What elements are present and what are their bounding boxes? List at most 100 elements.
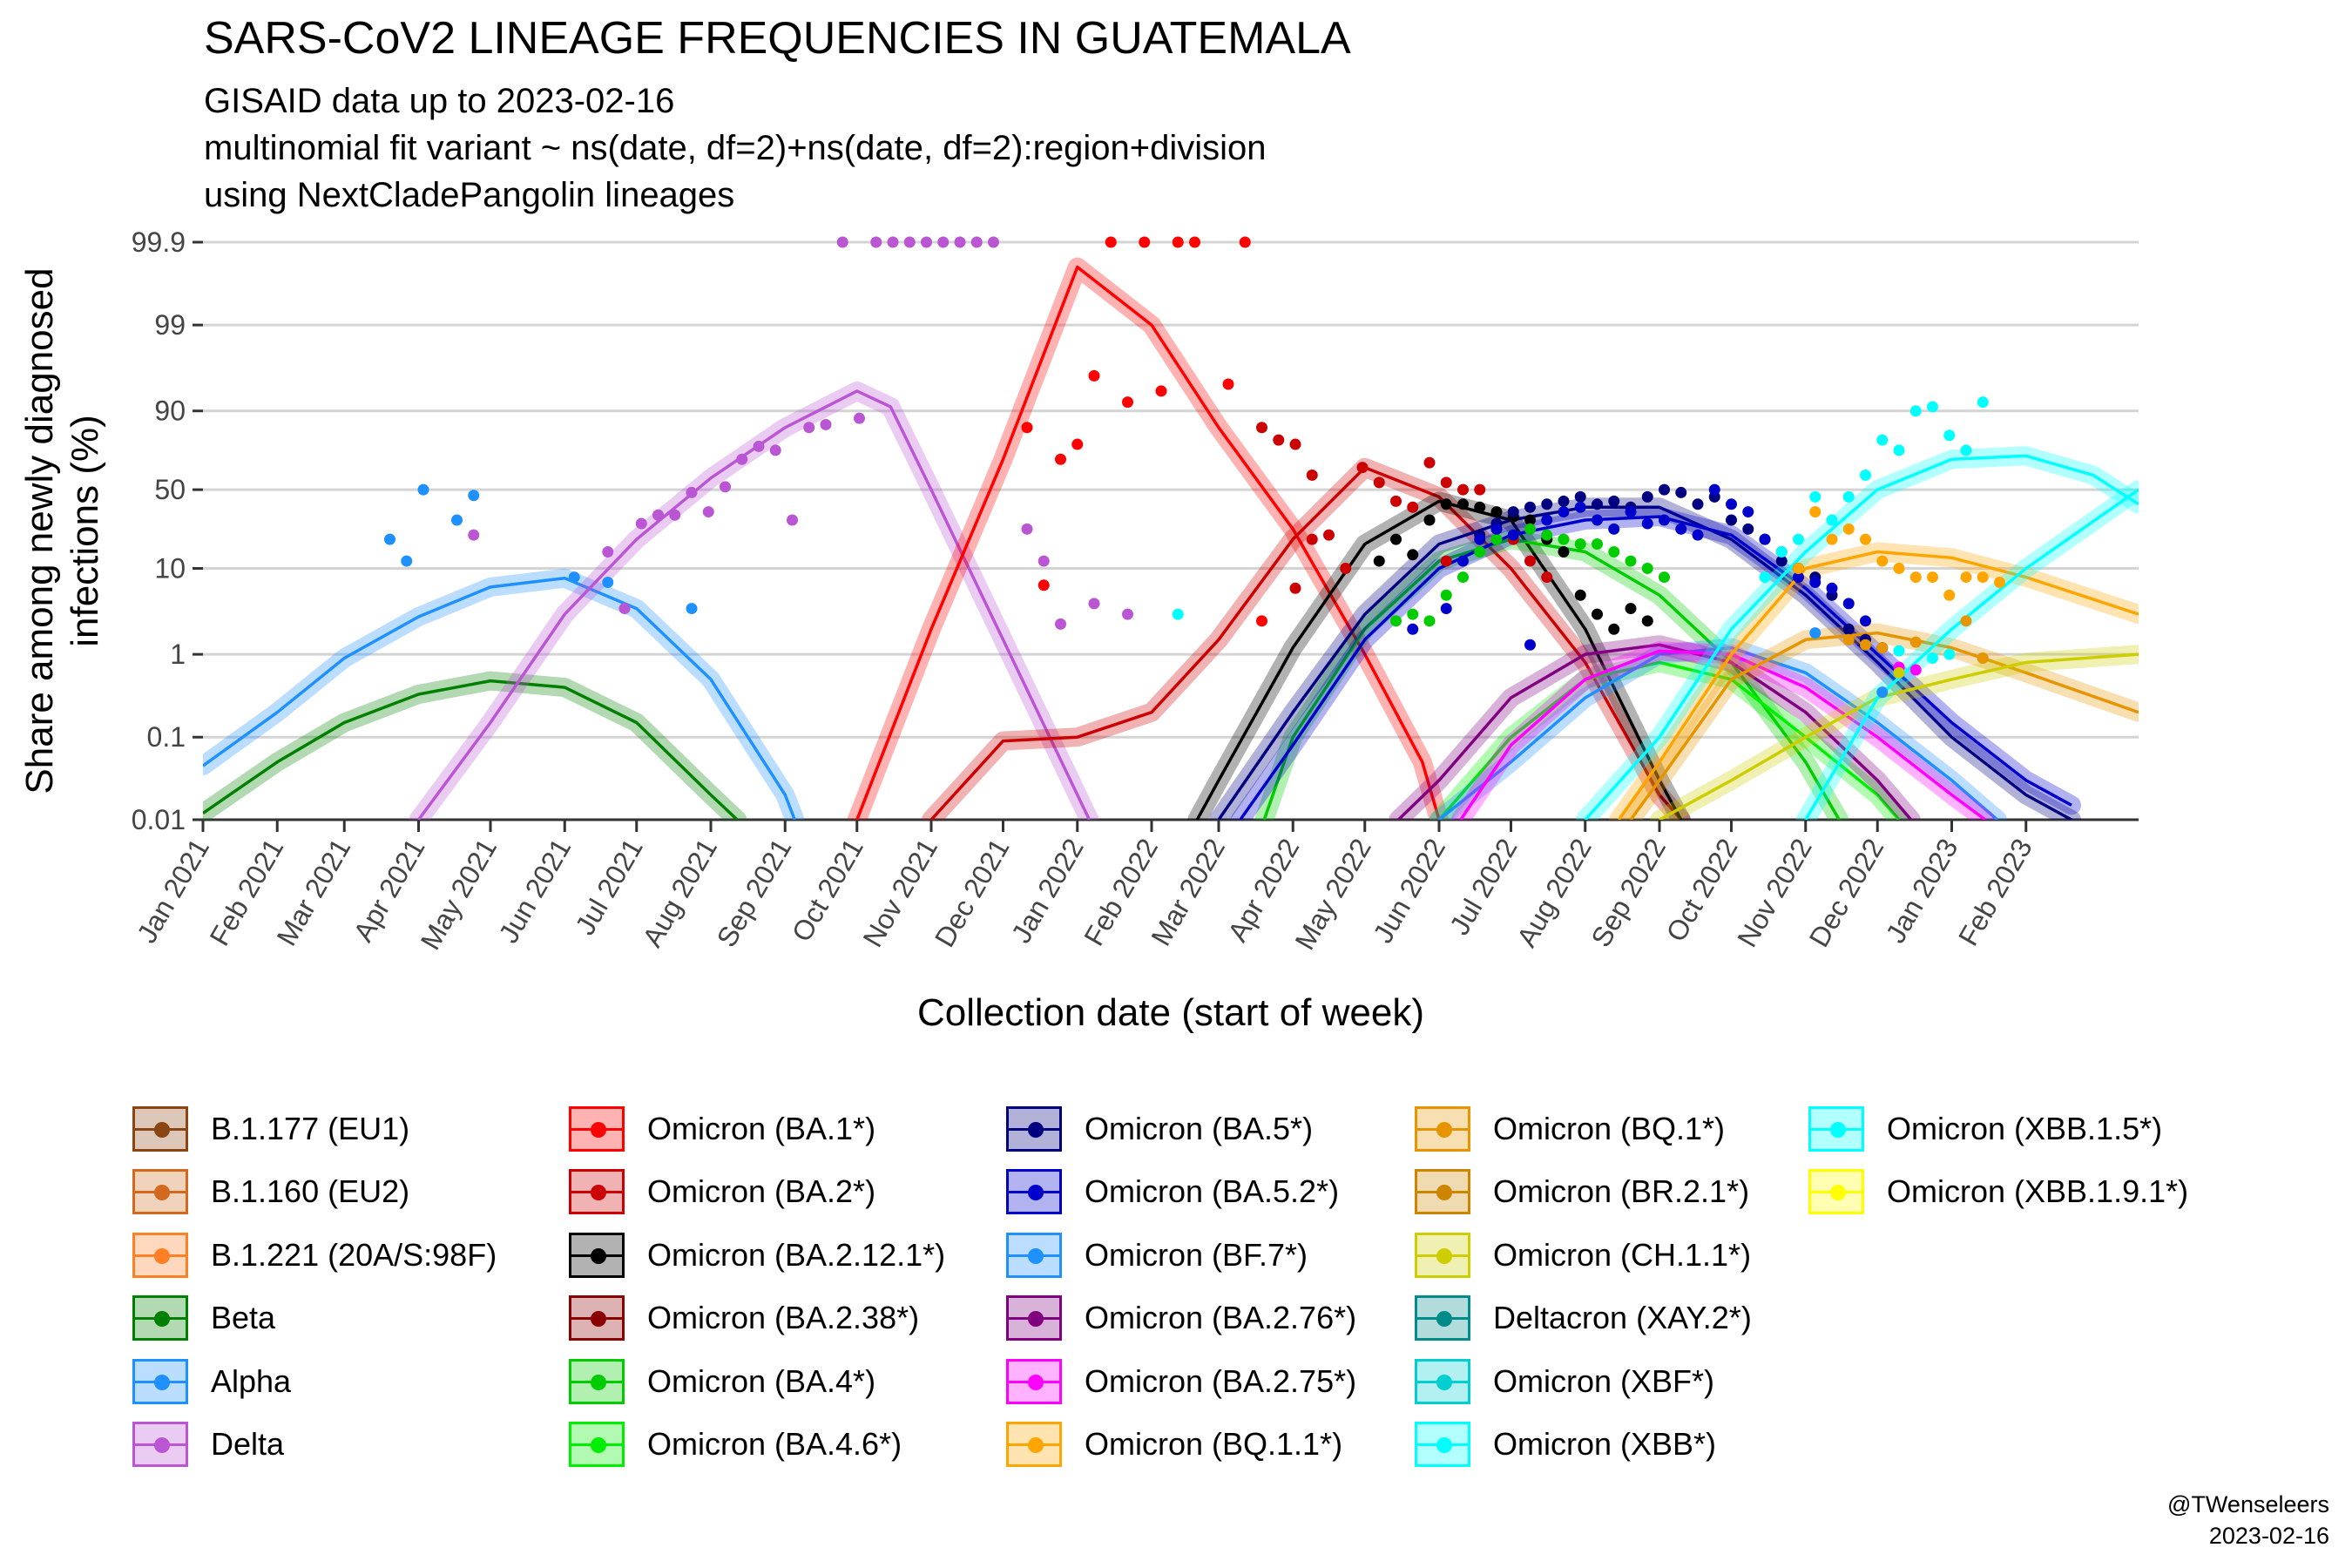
fit-line-omicron-ba-4 (1262, 537, 1841, 820)
data-point-omicron-ba-5 (1775, 555, 1788, 567)
data-point-delta (1021, 523, 1033, 535)
legend-key (1006, 1295, 1062, 1342)
data-point-omicron-xbb (1809, 490, 1821, 503)
legend-key-line (1009, 1380, 1059, 1383)
data-point-omicron-xbb (1759, 571, 1771, 584)
data-point-delta (787, 514, 798, 526)
legend-key-line (1811, 1128, 1862, 1131)
legend-label: Omicron (BQ.1*) (1493, 1111, 1726, 1146)
data-point-omicron-bf-7 (1809, 627, 1821, 639)
data-point-omicron-ba-5-2 (1809, 577, 1821, 589)
legend-label: Omicron (CH.1.1*) (1493, 1236, 1752, 1273)
legend-key-line (571, 1317, 622, 1321)
data-point-alpha (468, 490, 480, 502)
fit-line-delta (417, 389, 1092, 820)
data-point-omicron-ba-5-2 (1507, 529, 1519, 541)
data-point-omicron-ba-2-12-1 (1574, 589, 1586, 601)
data-point-omicron-ba-2-12-1 (1641, 615, 1653, 627)
legend-key (132, 1106, 188, 1152)
data-point-omicron-ba-1 (1071, 438, 1084, 450)
data-point-omicron-bq-1-1 (1809, 506, 1821, 518)
legend-key-line (1417, 1380, 1468, 1383)
data-point-omicron-ba-5-2 (1541, 514, 1553, 526)
legend-key-dot (154, 1247, 170, 1264)
data-point-omicron-ba-2 (1289, 438, 1301, 450)
legend-key (569, 1169, 625, 1215)
legend-key-line (135, 1317, 186, 1321)
y-tick-label: 0.01 (132, 804, 186, 835)
x-tick-label: Aug 2021 (636, 834, 723, 953)
legend-key-line (135, 1380, 186, 1383)
legend-label: B.1.221 (20A/S:98F) (211, 1236, 497, 1273)
legend-label: B.1.160 (EU2) (211, 1173, 410, 1210)
legend-item: Omicron (BQ.1.1*) (1006, 1419, 1342, 1470)
legend-key-dot (154, 1437, 170, 1453)
legend-key-dot (591, 1185, 606, 1201)
data-point-omicron-ba-4 (1625, 555, 1637, 567)
legend-key-line (1009, 1128, 1059, 1131)
fit-line-omicron-ba-4-6 (1437, 660, 1901, 820)
data-point-omicron-ba-1 (1088, 369, 1100, 382)
data-point-omicron-ba-4 (1659, 571, 1670, 584)
legend-item: Deltacron (XAY.2*) (1415, 1293, 1752, 1343)
data-point-omicron-xbb (1860, 469, 1871, 481)
chart-subtitle-2: multinomial fit variant ~ ns(date, df=2)… (204, 129, 1267, 167)
data-point-omicron-xbb-1-5 (1927, 652, 1938, 665)
legend-item: Omicron (BF.7*) (1006, 1230, 1308, 1281)
legend-item: Omicron (BA.5*) (1006, 1104, 1313, 1154)
legend-item: Omicron (BQ.1*) (1415, 1104, 1725, 1154)
legend-item: Beta (132, 1293, 275, 1343)
legend-key-line (135, 1443, 186, 1446)
data-point-omicron-ba-5-2 (1524, 639, 1536, 651)
legend-label: Beta (211, 1300, 276, 1336)
credit-date: 2023-02-16 (2208, 1523, 2329, 1549)
data-point-omicron-xbb (1842, 490, 1855, 503)
data-point-omicron-ba-2 (1440, 555, 1452, 567)
x-tick-label: Sep 2021 (711, 834, 798, 953)
fit-line-alpha (203, 576, 796, 820)
legend-key-dot (591, 1311, 606, 1328)
legend-key-line (135, 1128, 186, 1131)
data-point-omicron-ba-2 (1440, 476, 1452, 489)
data-point-omicron-ba-5 (1558, 495, 1570, 507)
data-point-omicron-ba-1 (1139, 236, 1151, 248)
data-point-omicron-ch-1-1 (1893, 666, 1905, 679)
data-point-omicron-ba-4 (1390, 615, 1402, 627)
data-point-omicron-xbb (1977, 396, 1989, 409)
data-point-delta (854, 412, 865, 424)
legend-label: Deltacron (XAY.2*) (1493, 1300, 1752, 1336)
legend-key (1006, 1232, 1062, 1278)
data-point-delta (669, 509, 681, 521)
fit-line-omicron-ba-1 (855, 265, 1441, 820)
chart-subtitle-3: using NextCladePangolin lineages (204, 176, 735, 214)
x-tick-label: Feb 2023 (1952, 834, 2038, 951)
legend-key-line (571, 1128, 622, 1131)
legend-key-line (1417, 1443, 1468, 1446)
legend-key (1415, 1422, 1470, 1467)
data-point-omicron-xbb (1893, 444, 1905, 456)
data-point-omicron-ba-2 (1457, 483, 1469, 496)
legend-label: Alpha (211, 1362, 292, 1399)
data-point-omicron-ba-4 (1407, 608, 1419, 620)
data-point-delta (820, 418, 832, 430)
data-point-omicron-xbb (1826, 514, 1838, 526)
data-point-omicron-ba-5 (1541, 498, 1553, 510)
data-point-omicron-ba-5 (1641, 490, 1653, 503)
data-point-omicron-ba-5-2 (1490, 523, 1503, 535)
legend-key-dot (1436, 1374, 1452, 1390)
data-point-omicron-ba-4 (1440, 589, 1452, 601)
data-point-omicron-ba-4 (1574, 537, 1586, 550)
legend-key (1006, 1169, 1062, 1215)
legend-key (1415, 1169, 1470, 1215)
data-point-omicron-ba-2 (1373, 476, 1385, 489)
legend-key-line (1009, 1191, 1059, 1194)
x-tick-label: Jun 2022 (1367, 834, 1451, 949)
x-tick-label: Jan 2022 (1005, 834, 1090, 949)
legend-key-line (1009, 1254, 1059, 1257)
data-point-omicron-ba-5-2 (1860, 615, 1871, 627)
data-point-omicron-xbb (1909, 405, 1922, 417)
data-point-omicron-bq-1-1 (1876, 555, 1889, 567)
data-point-delta (887, 236, 899, 248)
data-point-omicron-ba-5-2 (1641, 517, 1653, 530)
data-point-omicron-ba-5 (1524, 501, 1536, 513)
